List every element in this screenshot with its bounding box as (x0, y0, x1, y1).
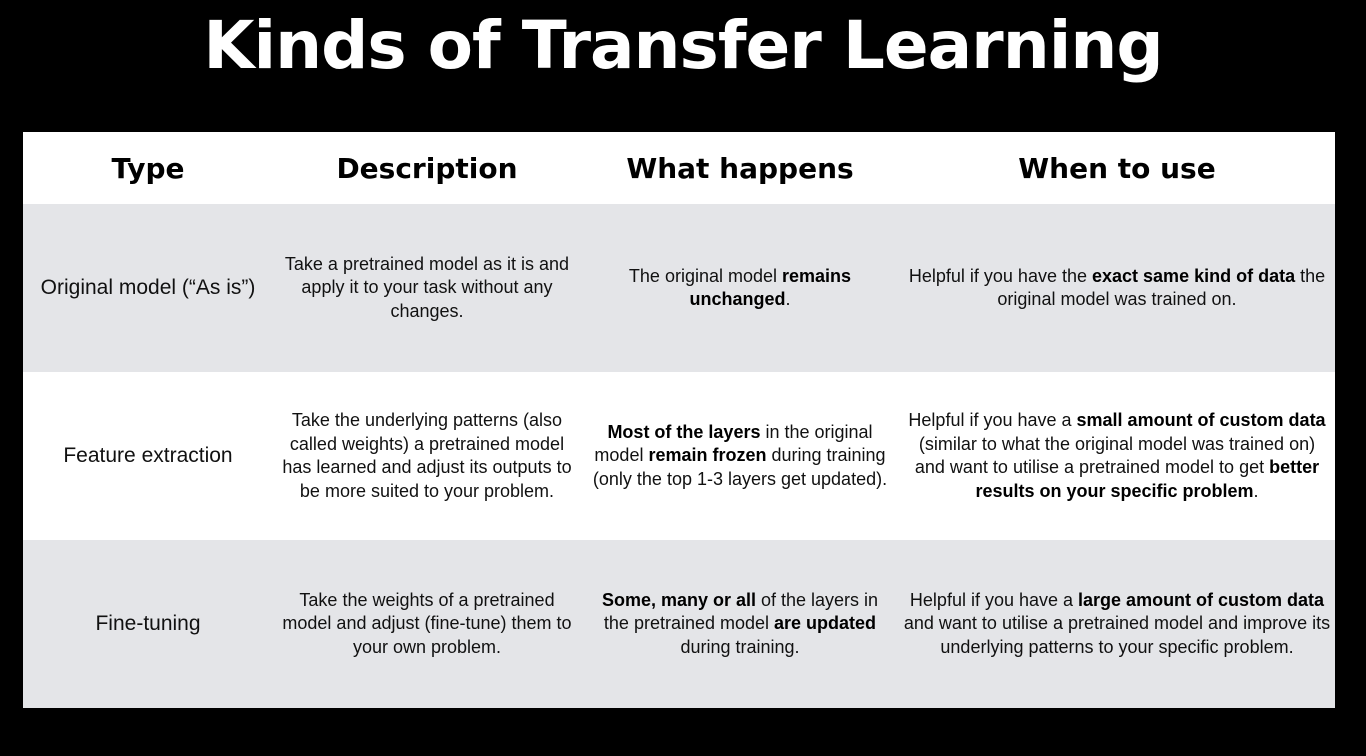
bold-text-segment: exact same kind of data (1092, 265, 1296, 286)
header-when-to-use: When to use (899, 132, 1335, 204)
text-segment: Take the underlying patterns (also calle… (282, 410, 572, 501)
row-fine-tuning-description: Take the weights of a pretrained model a… (273, 540, 581, 708)
header-what-happens: What happens (581, 132, 899, 204)
row-original-model-description: Take a pretrained model as it is and app… (273, 204, 581, 372)
cell-text: The original model remains unchanged. (611, 265, 869, 312)
cell-text: Helpful if you have a large amount of cu… (903, 589, 1331, 660)
text-segment: the original model was trained on. (997, 265, 1326, 310)
cell-text: Take a pretrained model as it is and app… (277, 253, 577, 324)
cell-text: Helpful if you have the exact same kind … (905, 265, 1329, 312)
transfer-learning-table: Type Description What happens When to us… (23, 132, 1335, 708)
bold-text-segment: are updated (774, 613, 877, 634)
row-feature-extraction-description: Take the underlying patterns (also calle… (273, 372, 581, 540)
cell-text: Take the weights of a pretrained model a… (277, 589, 577, 660)
cell-text: Take the underlying patterns (also calle… (277, 409, 577, 503)
text-segment: during training. (680, 636, 800, 657)
text-segment: Helpful if you have a (908, 410, 1077, 430)
row-feature-extraction-what-happens: Most of the layers in the original model… (581, 372, 899, 540)
bold-text-segment: small amount of custom data (1076, 410, 1326, 430)
row-feature-extraction-when-to-use: Helpful if you have a small amount of cu… (899, 372, 1335, 540)
bold-text-segment: better results on your specific problem (975, 457, 1320, 501)
text-segment: The original model (628, 265, 783, 286)
text-segment: in the original model (594, 421, 873, 466)
header-description: Description (273, 132, 581, 204)
row-original-model-type: Original model (“As is”) (23, 204, 273, 372)
text-segment: . (1253, 480, 1259, 501)
bold-text-segment: large amount of custom data (1078, 589, 1325, 610)
cell-text: Most of the layers in the original model… (585, 421, 895, 492)
bold-text-segment: Most of the layers (607, 421, 761, 442)
text-segment: of the layers in the pretrained model (603, 589, 879, 634)
cell-text: Some, many or all of the layers in the p… (591, 589, 889, 660)
bold-text-segment: Some, many or all (601, 589, 756, 610)
text-segment: during training (only the top 1-3 layers… (592, 445, 888, 489)
bold-text-segment: remains unchanged (689, 265, 852, 310)
text-segment: (similar to what the original model was … (914, 433, 1316, 478)
text-segment: and want to utilise a pretrained model a… (903, 613, 1331, 657)
cell-text: Helpful if you have a small amount of cu… (903, 409, 1331, 503)
row-fine-tuning-when-to-use: Helpful if you have a large amount of cu… (899, 540, 1335, 708)
row-original-model-when-to-use: Helpful if you have the exact same kind … (899, 204, 1335, 372)
page-title: Kinds of Transfer Learning (203, 7, 1163, 84)
text-segment: Helpful if you have a (909, 589, 1079, 610)
row-original-model-what-happens: The original model remains unchanged. (581, 204, 899, 372)
text-segment: Take the weights of a pretrained model a… (282, 589, 572, 657)
row-fine-tuning-type: Fine-tuning (23, 540, 273, 708)
bold-text-segment: remain frozen (648, 445, 767, 466)
row-feature-extraction-type: Feature extraction (23, 372, 273, 540)
row-fine-tuning-what-happens: Some, many or all of the layers in the p… (581, 540, 899, 708)
text-segment: Take a pretrained model as it is and app… (284, 253, 570, 321)
header-type: Type (23, 132, 273, 204)
text-segment: Helpful if you have the (908, 265, 1092, 286)
text-segment: . (785, 289, 791, 309)
